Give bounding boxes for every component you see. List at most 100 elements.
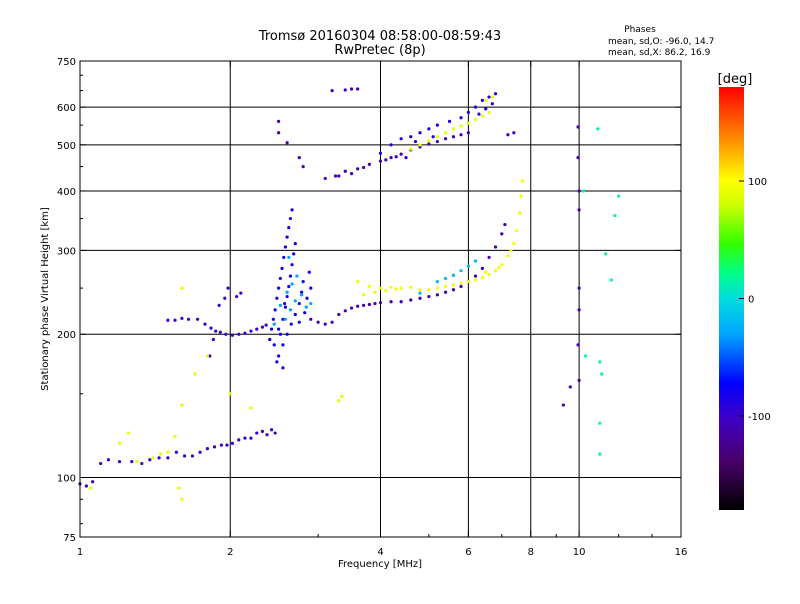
- data-point: [343, 309, 347, 313]
- data-point: [304, 305, 308, 309]
- axis-ticks: 1 2 4 6 8 10 16 75 100 200 300 400 500 600 750: [57, 57, 687, 558]
- data-point: [512, 131, 516, 135]
- data-point: [277, 131, 281, 135]
- data-point: [459, 124, 463, 128]
- data-point: [323, 176, 327, 181]
- data-point: [493, 92, 498, 96]
- data-point: [367, 162, 371, 166]
- data-point: [493, 269, 498, 273]
- data-point: [373, 290, 377, 294]
- data-point: [214, 329, 218, 333]
- data-point: [157, 456, 161, 460]
- data-point: [487, 110, 491, 114]
- data-point: [283, 301, 287, 306]
- data-point: [418, 143, 422, 147]
- data-point: [180, 316, 184, 320]
- data-point: [205, 354, 210, 358]
- data-point: [237, 332, 241, 336]
- data-point: [195, 317, 200, 321]
- data-point: [362, 293, 366, 297]
- data-point: [309, 301, 313, 306]
- data-point: [443, 137, 448, 141]
- data-point: [435, 139, 439, 144]
- data-point: [186, 317, 191, 321]
- data-point: [285, 332, 289, 336]
- data-point: [427, 294, 431, 299]
- data-point: [473, 259, 478, 263]
- data-point: [269, 327, 274, 331]
- colorbar-label: [deg]: [718, 72, 753, 87]
- data-point: [307, 270, 311, 274]
- stats-x-mode: mean, sd,X: 86.2, 16.9: [608, 48, 711, 58]
- data-point: [126, 431, 130, 435]
- data-point: [356, 304, 360, 308]
- data-point: [490, 102, 494, 106]
- data-point: [224, 332, 228, 336]
- data-point: [443, 290, 448, 294]
- data-point: [289, 322, 293, 326]
- data-point: [576, 343, 580, 347]
- data-point: [297, 320, 301, 324]
- data-point: [180, 286, 184, 290]
- data-point: [466, 110, 470, 114]
- data-point: [91, 480, 95, 484]
- data-point: [349, 172, 354, 176]
- data-point: [205, 447, 210, 451]
- data-point: [282, 255, 286, 260]
- data-point: [576, 125, 580, 129]
- data-point: [239, 291, 243, 295]
- y-tick-label: 200: [57, 330, 76, 341]
- data-point: [193, 372, 197, 376]
- data-point: [151, 456, 155, 460]
- data-point: [268, 337, 272, 342]
- y-tick-label: 100: [57, 474, 76, 485]
- data-point: [349, 306, 354, 310]
- data-point: [309, 286, 313, 290]
- data-point: [283, 245, 288, 249]
- data-point: [431, 135, 435, 139]
- data-point: [249, 329, 253, 333]
- data-point: [297, 156, 301, 160]
- data-point: [443, 284, 448, 289]
- data-point: [466, 121, 470, 125]
- data-point: [290, 208, 294, 212]
- data-point: [389, 143, 393, 147]
- data-point: [378, 159, 383, 163]
- data-point: [264, 323, 268, 327]
- data-point: [459, 281, 463, 285]
- x-tick-label: 8: [528, 547, 534, 558]
- data-point: [287, 284, 291, 289]
- data-point: [323, 322, 327, 326]
- data-point: [409, 135, 413, 139]
- data-point: [303, 311, 307, 315]
- data-point: [275, 360, 279, 364]
- chart-subtitle: RwPretec (8p): [334, 43, 425, 58]
- data-point: [273, 308, 277, 312]
- data-point: [604, 252, 608, 256]
- data-point: [255, 431, 259, 435]
- data-point: [451, 273, 456, 277]
- data-points: [78, 87, 621, 501]
- data-point: [180, 497, 184, 501]
- data-point: [283, 305, 288, 309]
- data-point: [568, 385, 572, 389]
- data-point: [271, 317, 275, 321]
- data-point: [409, 285, 413, 289]
- y-tick-label: 500: [57, 141, 76, 152]
- data-point: [330, 320, 334, 324]
- data-point: [490, 95, 494, 99]
- data-point: [293, 312, 297, 317]
- data-point: [435, 293, 439, 297]
- data-point: [309, 317, 313, 321]
- data-point: [367, 302, 371, 307]
- data-point: [577, 286, 581, 290]
- data-point: [281, 366, 285, 370]
- data-point: [230, 441, 235, 445]
- data-point: [480, 276, 484, 280]
- data-point: [356, 279, 360, 284]
- data-point: [598, 421, 602, 425]
- data-point: [598, 360, 602, 364]
- data-point: [484, 107, 488, 111]
- data-point: [459, 116, 463, 120]
